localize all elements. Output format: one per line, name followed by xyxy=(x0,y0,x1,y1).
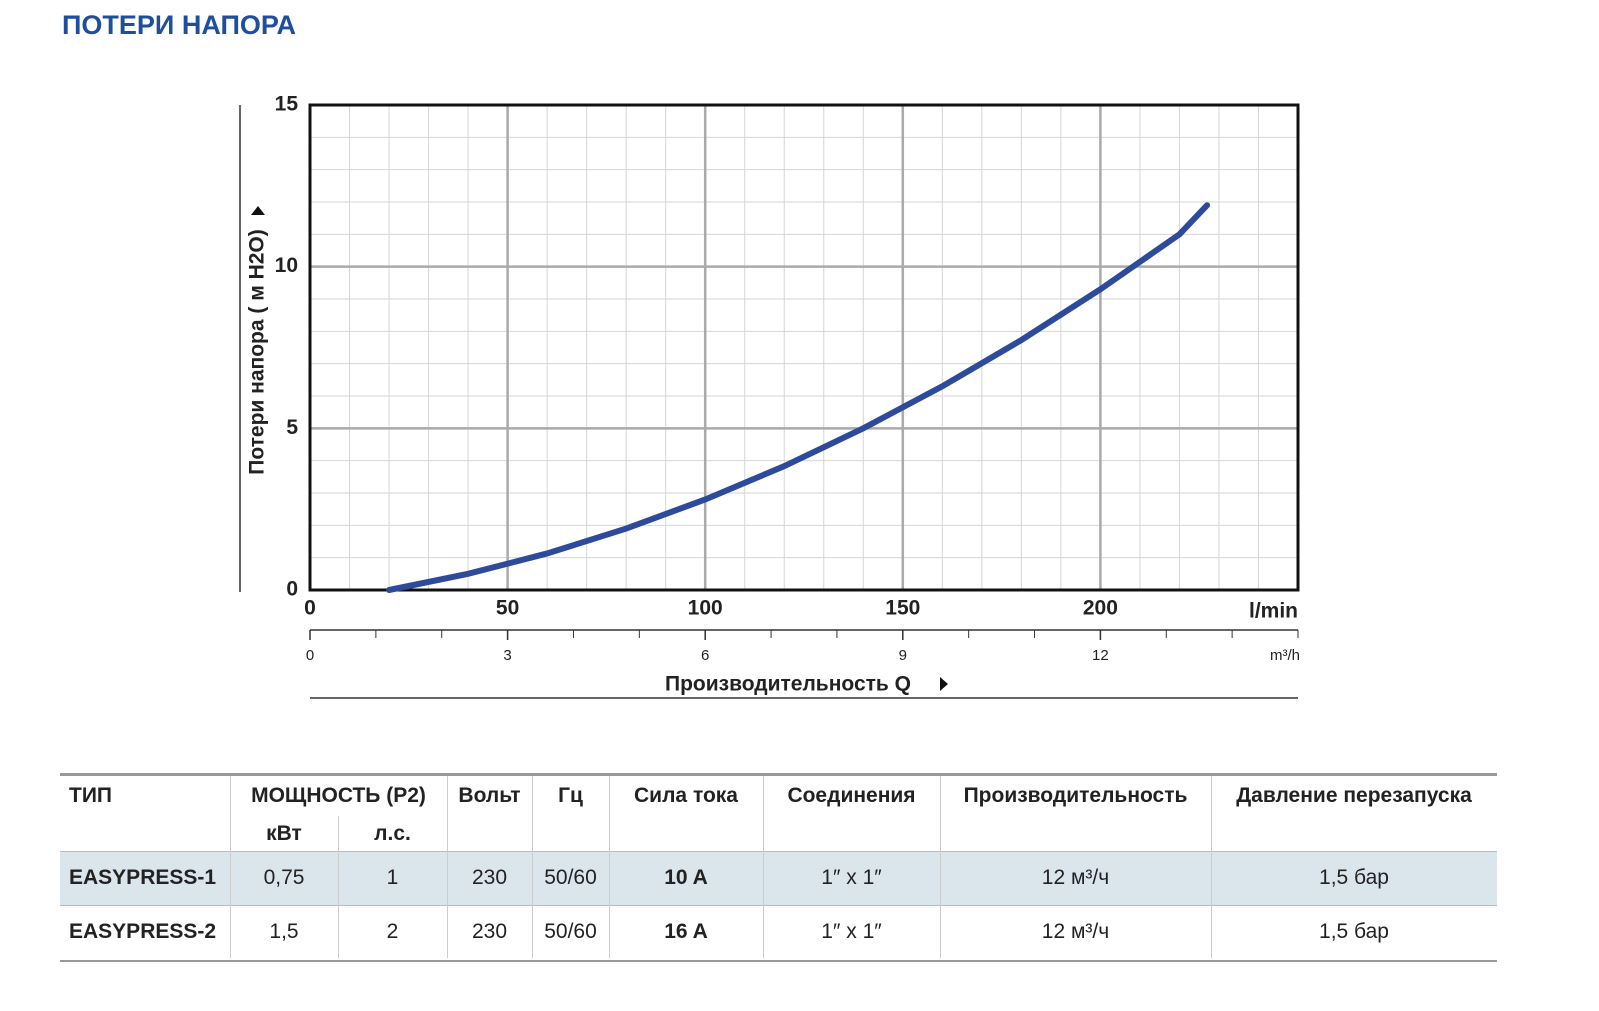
column-rule xyxy=(230,776,231,958)
x-axis-title: Производительность Q xyxy=(665,673,911,696)
subheader-cell: кВт xyxy=(266,821,302,845)
header-cell: Давление перезапуска xyxy=(1236,784,1472,807)
y-tick-label: 15 xyxy=(275,93,299,116)
x2-tick-label: 6 xyxy=(701,647,709,664)
header-cell: ТИП xyxy=(69,784,113,807)
table-cell: 50/60 xyxy=(544,919,597,943)
x2-tick-label: 0 xyxy=(306,647,314,664)
header-cell: Соединения xyxy=(787,784,916,807)
subheader-cell: л.с. xyxy=(374,821,411,845)
page-title: ПОТЕРИ НАПОРА xyxy=(62,10,297,40)
row-band xyxy=(60,851,1497,906)
column-rule xyxy=(532,776,533,958)
x-tick-label: 50 xyxy=(496,597,519,620)
table-cell: 12 м³/ч xyxy=(1041,919,1110,943)
table-cell: 10 A xyxy=(664,866,708,889)
table-cell: 230 xyxy=(471,866,508,889)
y-tick-label: 0 xyxy=(286,578,298,601)
table-cell: 1,5 бар xyxy=(1319,919,1389,943)
header-cell: Сила тока xyxy=(634,784,738,807)
row-band xyxy=(60,905,1497,959)
column-rule xyxy=(940,776,941,958)
table-cell: EASYPRESS-1 xyxy=(69,866,217,889)
arrow xyxy=(940,677,948,691)
column-rule xyxy=(763,776,764,958)
x2-tick-label: 12 xyxy=(1092,647,1109,664)
table-cell: 16 A xyxy=(664,919,708,943)
table-cell: 1,5 бар xyxy=(1319,866,1389,889)
y-tick-label: 5 xyxy=(286,416,298,439)
y-tick-label: 10 xyxy=(275,254,298,277)
table-cell: 1 xyxy=(386,866,399,889)
x-tick-label: 100 xyxy=(688,597,723,620)
x2-tick-label: 3 xyxy=(503,647,511,664)
loss-curve xyxy=(386,202,1211,593)
plot-frame xyxy=(308,103,1300,592)
x2-tick-label: 9 xyxy=(899,647,907,664)
table-cell: 230 xyxy=(471,919,508,943)
x-tick-label: 0 xyxy=(304,597,316,620)
table-cell: 2 xyxy=(386,919,399,943)
x-tick-label: 200 xyxy=(1083,597,1118,620)
column-rule xyxy=(447,776,448,958)
x-tick-label: 150 xyxy=(885,597,920,620)
table-cell: EASYPRESS-2 xyxy=(69,919,217,943)
table-cell: 1″ x 1″ xyxy=(821,919,882,943)
arrow xyxy=(251,206,265,215)
header-cell: Производительность xyxy=(963,784,1188,807)
spec-table: ТИП МОЩНОСТЬ (P2) Вольт Гц Сила тока Соединен… xyxy=(60,773,1497,962)
table-cell: 12 м³/ч xyxy=(1041,866,1110,889)
column-rule xyxy=(1211,776,1212,958)
header-cell: Гц xyxy=(558,784,583,807)
column-rule xyxy=(609,776,610,958)
y-axis-title: Потери напора ( м H2O) xyxy=(246,229,269,475)
table-cell: 1″ x 1″ xyxy=(821,866,882,889)
table-cell: 50/60 xyxy=(544,866,597,889)
table-cell: 1,5 xyxy=(269,919,299,943)
x2-unit: m³/h xyxy=(1270,647,1300,664)
chart: 0 50 100 150 200 0 5 10 15 l/min 0 3 6 9 12 m³/h Произво… xyxy=(239,93,1300,699)
x-unit: l/min xyxy=(1249,600,1298,623)
column-rule xyxy=(338,816,339,958)
table-cell: 0,75 xyxy=(263,866,305,889)
header-cell: Вольт xyxy=(458,784,521,807)
header-cell: МОЩНОСТЬ (P2) xyxy=(251,784,426,807)
